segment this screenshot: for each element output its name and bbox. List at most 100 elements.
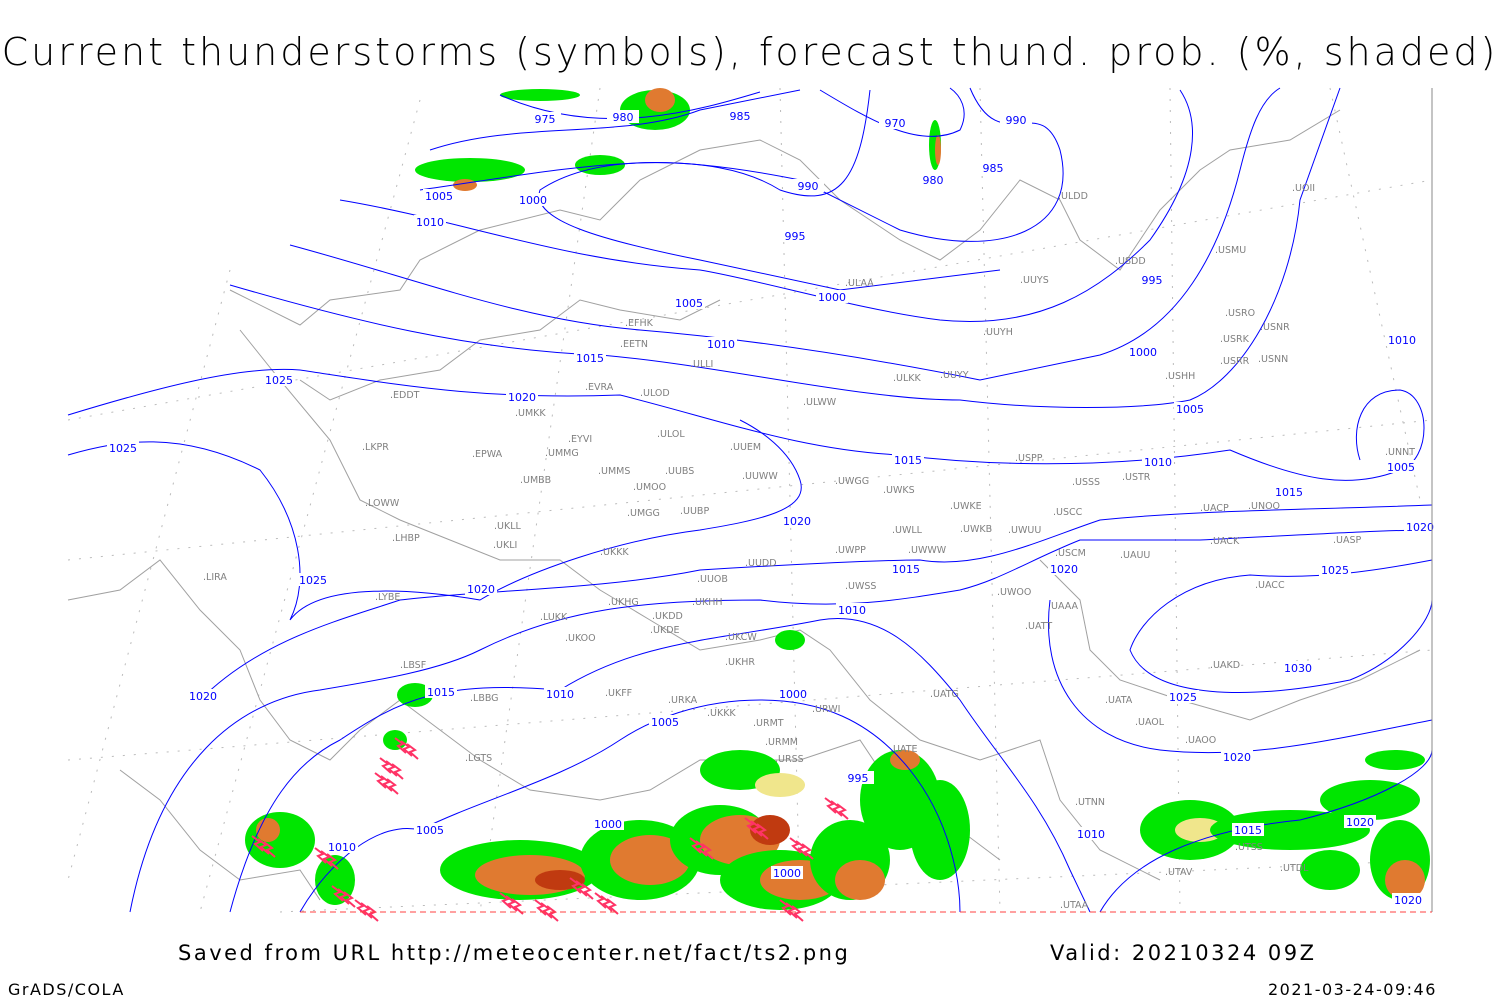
thunderstorm-symbol <box>744 817 769 840</box>
station-label: .ULOD <box>640 388 670 399</box>
station-label: .UUYH <box>983 327 1013 338</box>
probability-patch <box>397 683 433 707</box>
valid-time: Valid: 20210324 09Z <box>1050 941 1317 965</box>
isobar-label-bg <box>1404 520 1436 533</box>
station-label: .USDD <box>1115 256 1146 267</box>
isobar-line <box>67 419 802 621</box>
isobar-label: 1010 <box>1077 828 1105 841</box>
isobar-label-bg <box>1136 273 1168 286</box>
lightning-icon <box>391 763 404 780</box>
isobar-label-bg <box>779 229 811 242</box>
coastline <box>299 299 721 401</box>
isobar-label-bg <box>1392 893 1424 906</box>
station-label: .LBBG <box>470 693 499 704</box>
software-credit: GrADS/COLA <box>8 980 125 999</box>
lightning-icon <box>785 902 798 919</box>
station-label: .UUEM <box>730 442 761 453</box>
isobar-line <box>819 87 965 137</box>
isobar-label-bg <box>781 514 813 527</box>
isobar-label: 1000 <box>519 194 547 207</box>
isobar-line <box>67 368 1425 481</box>
station-label: .UATT <box>1025 621 1052 632</box>
lightning-icon <box>263 841 276 858</box>
station-labels: .EFHK .EETN .ULLI .EVRA .ULOD .ULWW .EDDT .UMKK… <box>203 183 1415 911</box>
isobar-label: 995 <box>848 772 869 785</box>
isobar-label: 1020 <box>1346 816 1374 829</box>
isobar-label-bg <box>890 562 922 575</box>
station-label: .USTR <box>1122 472 1151 483</box>
probability-patch <box>910 780 970 880</box>
isobar-label: 1015 <box>576 352 604 365</box>
isobar-line <box>289 87 1281 381</box>
thunderstorm-symbol <box>394 737 419 760</box>
isobar-label-bg <box>1232 823 1264 836</box>
isobar-line <box>419 89 871 197</box>
probability-patch <box>835 860 885 900</box>
lightning-icon <box>824 797 837 814</box>
lightning-icon <box>499 892 512 909</box>
probability-patch <box>500 89 580 101</box>
isobar-label-bg <box>977 161 1009 174</box>
station-label: .EYVI <box>568 434 592 445</box>
lightning-icon <box>569 877 582 894</box>
isobar-label-bg <box>1048 562 1080 575</box>
isobar-line <box>229 87 1341 408</box>
isobar-label: 1015 <box>894 454 922 467</box>
station-label: .UKCW <box>725 632 757 643</box>
isobar-label: 1000 <box>594 818 622 831</box>
isobar-label-bg <box>187 689 219 702</box>
isobar-label: 1010 <box>1144 456 1172 469</box>
isobar-label-bg <box>544 687 576 700</box>
lightning-icon <box>581 883 594 900</box>
thunderstorm-symbol <box>499 892 524 915</box>
lightning-icon <box>789 837 802 854</box>
station-label: .USMU <box>1215 245 1246 256</box>
station-label: .UMBB <box>520 475 551 486</box>
lightning-icon <box>795 840 808 857</box>
isobar-label: 1005 <box>675 297 703 310</box>
probability-patch <box>1300 850 1360 890</box>
station-label: .EVRA <box>585 382 614 393</box>
probability-patch <box>415 158 525 182</box>
isobar-label-bg <box>1221 750 1253 763</box>
station-label: .EETN <box>620 339 648 350</box>
lightning-icon <box>320 850 333 867</box>
isobar-label-bg <box>517 193 549 206</box>
lightning-icon <box>750 820 763 837</box>
isobar-label: 1010 <box>838 604 866 617</box>
isobar-label: 1020 <box>189 690 217 703</box>
isobar-label: 1015 <box>1234 824 1262 837</box>
lightning-icon <box>379 757 392 774</box>
isobar-label: 1010 <box>416 216 444 229</box>
lightning-icon <box>791 905 804 922</box>
isobar-label-bg <box>425 685 457 698</box>
graticule <box>67 87 1433 913</box>
station-label: .UMOO <box>633 482 666 493</box>
station-label: .UAAA <box>1048 601 1078 612</box>
station-label: .UTAA <box>1060 900 1089 911</box>
isobar-label: 1015 <box>427 686 455 699</box>
isobar-label-bg <box>892 453 924 466</box>
lightning-icon <box>366 905 379 922</box>
isobar-label: 1010 <box>328 841 356 854</box>
isobar-label: 1030 <box>1284 662 1312 675</box>
station-label: .UMKK <box>515 408 546 419</box>
station-label: .UWOO <box>997 587 1031 598</box>
lightning-icon <box>505 895 518 912</box>
thunderstorm-symbol <box>569 877 594 900</box>
isobar-label: 1010 <box>707 338 735 351</box>
lightning-icon <box>400 740 413 757</box>
isobar-label-bg <box>414 823 446 836</box>
station-label: .LOWW <box>365 498 400 509</box>
lightning-icon <box>701 843 714 860</box>
coastline <box>119 769 321 901</box>
station-label: .UKHH <box>692 597 723 608</box>
probability-patch <box>315 855 355 905</box>
station-label: .UKKK <box>707 708 736 719</box>
isobar-label: 1010 <box>1388 334 1416 347</box>
isobar-line <box>1129 559 1433 693</box>
isobar-label-bg <box>1344 815 1376 828</box>
station-label: .UKHG <box>608 597 639 608</box>
thunderstorm-symbol <box>374 772 399 795</box>
lightning-icon <box>343 891 356 908</box>
